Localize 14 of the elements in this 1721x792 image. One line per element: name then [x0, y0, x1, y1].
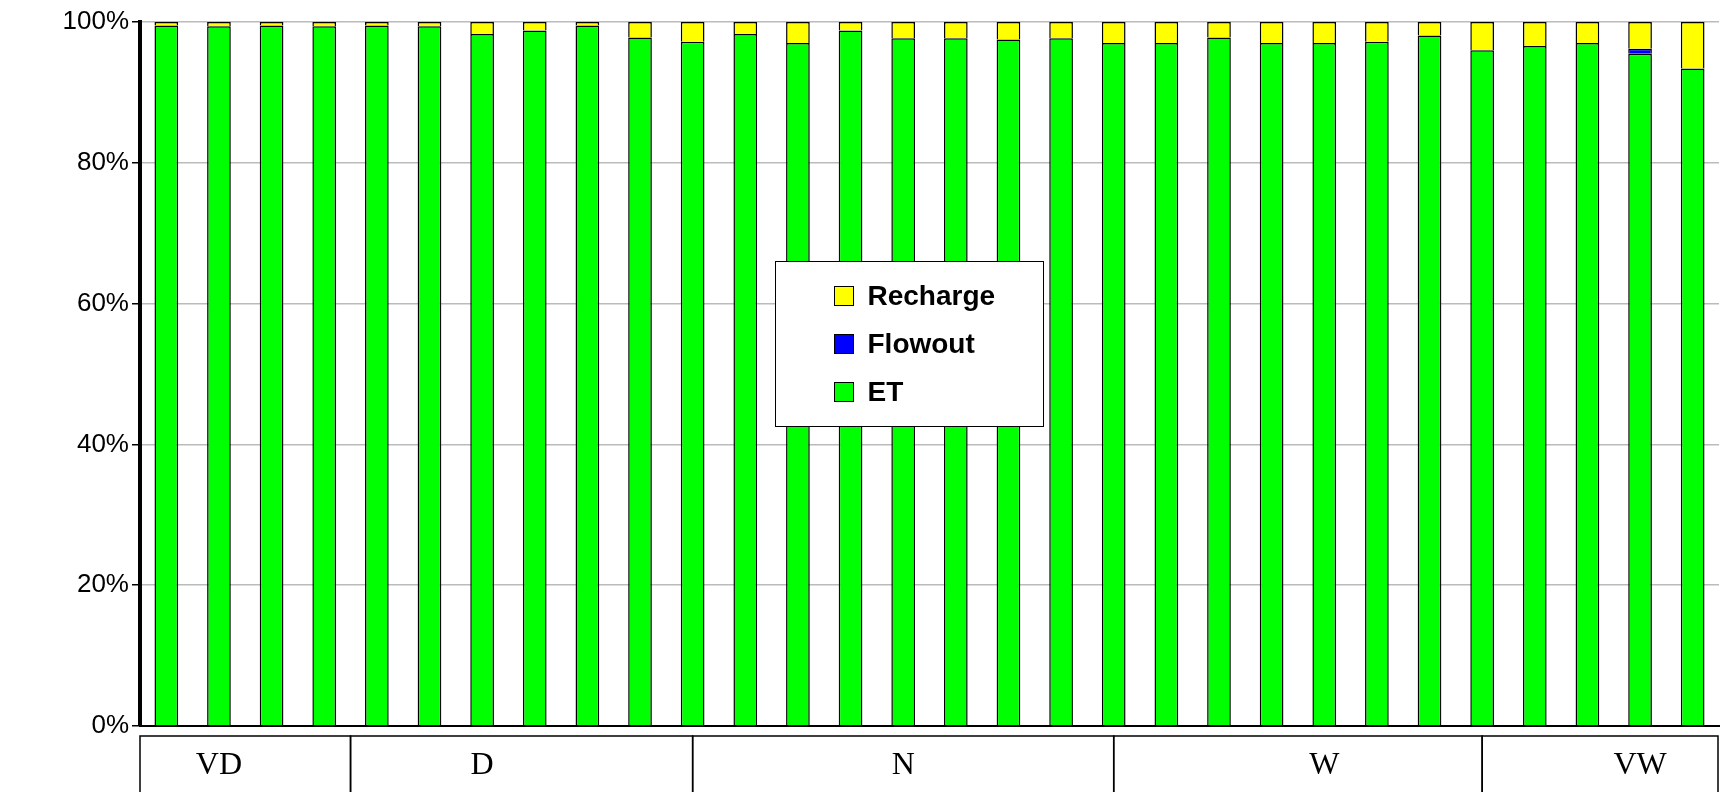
y-tick-label: 40% [76, 427, 129, 458]
y-tick-label: 0% [91, 709, 129, 740]
x-tick-label: VD [195, 745, 243, 782]
legend-label: ET [867, 376, 904, 408]
y-tick-label: 80% [76, 145, 129, 176]
x-tick-label: VW [1613, 745, 1668, 782]
y-tick-label: 20% [76, 568, 129, 599]
x-tick-label: W [1309, 745, 1341, 782]
x-tick-label: D [470, 745, 494, 782]
y-tick-label: 100% [62, 5, 129, 36]
legend-label: Flowout [867, 328, 975, 360]
x-tick-label: N [891, 745, 915, 782]
legend-label: Recharge [867, 280, 996, 312]
y-tick-label: 60% [76, 286, 129, 317]
